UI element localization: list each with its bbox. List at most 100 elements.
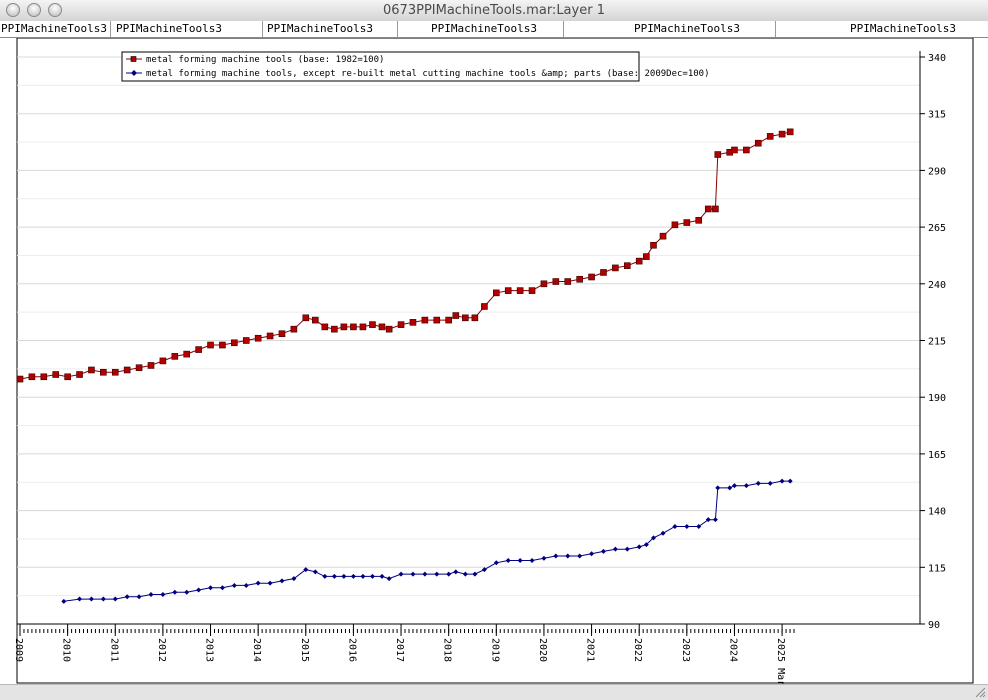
- line-chart: 90 115 140 165 190 215 240 265 290 315 340 2009 201…: [13, 37, 974, 686]
- series-2-point: [434, 571, 440, 577]
- resize-grip-icon[interactable]: [974, 686, 986, 698]
- series-2-point: [612, 546, 618, 552]
- series-2-point: [493, 560, 499, 566]
- x-tick-label: 2015: [299, 638, 310, 662]
- title-bar: 0673PPIMachineTools.mar:Layer 1: [0, 0, 988, 22]
- legend-marker-series-1: [130, 56, 137, 62]
- series-1-point: [171, 353, 179, 360]
- series-2-point: [267, 580, 273, 586]
- series-1-point: [340, 323, 348, 331]
- series-1-point: [231, 339, 238, 347]
- x-tick-label: 2023: [680, 638, 691, 662]
- series-1-point: [504, 287, 512, 294]
- series-tab[interactable]: PPIMachineTools3: [267, 22, 373, 35]
- series-1-point: [278, 330, 286, 337]
- x-tick-label: 2010: [61, 638, 72, 662]
- y-tick-label: 90: [928, 620, 940, 631]
- series-2-point: [727, 485, 733, 491]
- series-1-point: [714, 151, 722, 158]
- series-1-point: [462, 314, 469, 322]
- series-1-point: [743, 146, 750, 154]
- series-2-point: [743, 483, 749, 489]
- series-2-line: [63, 480, 791, 602]
- zoom-window-button[interactable]: [48, 3, 62, 17]
- series-2-point: [208, 585, 214, 591]
- legend-box: [121, 51, 640, 82]
- series-tab[interactable]: PPIMachineTools3: [431, 22, 537, 35]
- x-tick-label: 2018: [442, 638, 453, 662]
- series-1-point: [100, 368, 107, 376]
- series-1-point: [552, 278, 560, 285]
- series-1-point: [312, 316, 319, 324]
- y-tick-label: 140: [928, 507, 946, 518]
- series-tab[interactable]: PPIMachineTools3: [850, 22, 956, 35]
- series-2-point: [410, 571, 416, 577]
- series-tab[interactable]: PPIMachineTools3: [1, 22, 107, 35]
- series-2-point: [322, 573, 328, 579]
- chart-legend: metal forming machine tools (base: 1982=…: [121, 51, 710, 82]
- x-tick-label: 2009: [13, 638, 24, 662]
- x-tick-label: 2021: [585, 638, 596, 662]
- series-2-point: [505, 557, 511, 563]
- series-2-point: [231, 582, 237, 588]
- series-2-point: [100, 596, 106, 602]
- close-window-button[interactable]: [6, 3, 20, 17]
- series-2-point: [112, 596, 118, 602]
- series-2-point: [715, 485, 721, 491]
- series-1-point: [266, 332, 274, 340]
- series-2-point: [517, 557, 523, 563]
- series-1-point: [786, 128, 794, 136]
- series-1-point: [52, 371, 60, 378]
- series-1-point: [659, 232, 667, 240]
- series-2-point: [243, 582, 249, 588]
- series-2-point: [369, 573, 375, 579]
- series-1-point: [135, 364, 143, 372]
- series-1-point: [254, 334, 262, 342]
- series-1-point: [147, 362, 155, 369]
- series-2-point: [422, 571, 428, 577]
- chart-canvas: 90 115 140 165 190 215 240 265 290 315 340 2009 201…: [0, 37, 988, 686]
- series-2-point: [787, 478, 793, 484]
- x-tick-label: 2011: [108, 638, 119, 662]
- tab-divider: [563, 21, 564, 37]
- series-1-point: [481, 303, 488, 310]
- series-2-point: [643, 542, 649, 548]
- series-2-point: [160, 592, 166, 598]
- series-1-point: [290, 325, 298, 333]
- series-1-point: [64, 373, 71, 381]
- series-2-point: [589, 551, 595, 557]
- series-2-point: [219, 585, 225, 591]
- x-tick-label: 2019: [489, 638, 500, 662]
- series-2-point: [255, 580, 261, 586]
- series-1-point: [576, 275, 583, 283]
- series-1-point: [564, 278, 572, 285]
- series-1-point: [28, 373, 36, 381]
- x-tick-label: 2012: [156, 638, 167, 662]
- series-tab[interactable]: PPIMachineTools3: [634, 22, 740, 35]
- series-1-point: [754, 139, 762, 147]
- y-tick-label: 265: [928, 223, 946, 234]
- series-1-point: [409, 319, 417, 326]
- series-2-point: [77, 596, 83, 602]
- series-2-point: [472, 571, 478, 577]
- x-tick-label: 2017: [394, 638, 405, 662]
- series-2-point: [341, 573, 347, 579]
- y-tick-label: 190: [928, 393, 946, 404]
- y-tick-label: 290: [928, 166, 946, 177]
- series-2-point: [172, 589, 178, 595]
- series-1-point: [588, 273, 595, 281]
- y-tick-label: 165: [928, 450, 946, 461]
- tab-divider: [110, 21, 111, 37]
- tab-divider: [397, 21, 398, 37]
- series-1-point: [623, 262, 631, 269]
- series-1-point: [712, 205, 719, 213]
- series-tab[interactable]: PPIMachineTools3: [116, 22, 222, 35]
- series-2-point: [360, 573, 366, 579]
- series-1-point: [88, 366, 95, 374]
- series-2-point: [650, 535, 656, 541]
- series-2-point: [446, 571, 452, 577]
- series-1-point: [452, 312, 460, 319]
- x-tick-label: 2016: [346, 638, 357, 662]
- series-1-point: [493, 289, 500, 297]
- minimize-window-button[interactable]: [27, 3, 41, 17]
